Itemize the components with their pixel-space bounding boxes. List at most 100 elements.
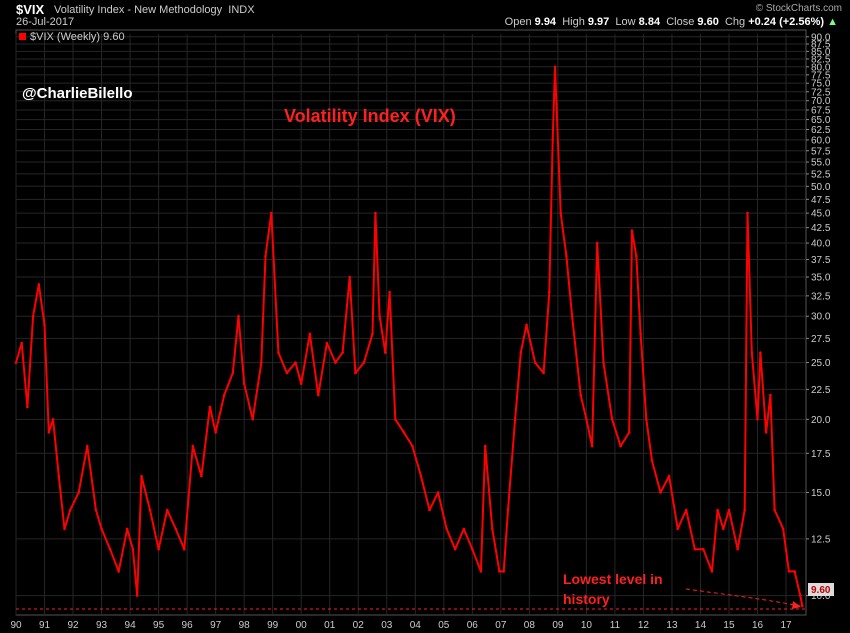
data-point [264,254,267,258]
data-point [63,527,66,531]
y-tick-label: 90.0 [811,32,831,43]
y-tick-label: 45.0 [811,209,831,220]
y-tick-label: 55.0 [811,158,831,169]
y-tick-label: 60.0 [811,135,831,146]
data-point [135,594,139,597]
y-tick-label: 65.0 [811,115,831,126]
data-point [793,570,796,573]
y-tick-label: 85.0 [811,47,831,58]
annotation-arrow [685,588,801,607]
data-point [411,444,414,448]
data-point [551,138,554,142]
y-tick-label: 70.0 [811,96,831,107]
chg-value: +0.24 (+2.56%) [748,16,825,28]
y-tick-label: 72.5 [811,87,831,98]
data-point [299,382,303,386]
copyright-label[interactable]: © StockCharts.com [755,3,842,14]
data-point [317,393,320,397]
x-axis: 90 91 92 93 94 95 96 97 98 99 00 01 02 03 04 05 06 07 08 09… [10,620,792,631]
x-tick-label: 16 [752,620,764,631]
legend-swatch [19,33,26,40]
data-point [716,508,719,512]
data-point [131,547,135,551]
y-tick-label: 35.0 [811,273,831,284]
data-point [308,332,312,336]
data-point [787,570,791,573]
data-point [348,275,352,279]
data-point [506,508,510,512]
data-point [585,418,588,421]
low-label: Low [615,16,636,28]
data-point [513,418,517,421]
data-point [57,474,61,478]
data-point [702,547,705,551]
high-label: High [562,16,585,28]
vix-line [15,65,804,607]
high-value: 9.97 [587,16,610,28]
x-tick-label: 05 [438,620,450,631]
x-tick-label: 03 [381,620,393,631]
y-tick-label: 22.5 [811,385,831,396]
data-point [645,418,648,421]
y-tick-label: 50.0 [811,182,831,193]
data-point [157,547,160,551]
x-tick-label: 13 [666,620,678,631]
data-point [68,508,72,512]
y-tick-label: 17.5 [811,449,831,460]
y-tick-label: 32.5 [811,291,831,302]
description-label: Volatility Index - New Methodology INDX [54,4,255,16]
data-point [453,547,457,551]
y-tick-label: 27.5 [811,334,831,345]
vix-series [14,65,804,608]
y-tick-label: 82.5 [811,54,831,65]
data-point [374,211,377,215]
chart-title: Volatility Index (VIX) [284,106,456,126]
data-point [231,371,235,375]
data-point [371,332,374,336]
x-tick-label: 97 [210,620,222,631]
data-point [242,382,246,386]
data-point [208,405,212,409]
data-point [108,547,112,551]
data-point [94,508,98,512]
data-point [100,527,103,531]
data-point [378,314,381,318]
data-point [174,527,177,531]
data-point [627,431,631,434]
x-tick-label: 10 [581,620,593,631]
data-point [43,323,46,327]
data-point [26,405,29,409]
data-point [553,65,557,69]
x-tick-label: 14 [695,620,707,631]
y-tick-label: 10.0 [811,591,831,602]
x-tick-label: 06 [467,620,479,631]
x-tick-label: 99 [267,620,279,631]
close-label: Close [666,16,695,28]
data-point [491,527,494,531]
data-point [519,351,523,354]
data-point [565,254,568,258]
data-point [602,361,605,364]
data-point [667,474,671,478]
data-point [548,290,551,294]
data-point [125,527,129,531]
data-point [650,459,654,463]
x-tick-label: 92 [67,620,79,631]
annotation-line-2: history [563,591,610,607]
data-point [394,418,397,421]
data-point [759,351,762,354]
y-tick-label: 62.5 [811,125,831,136]
data-point [237,314,240,318]
data-point [260,361,263,364]
data-point [384,351,387,354]
x-tick-label: 90 [10,620,22,631]
y-tick-label: 12.5 [811,534,831,545]
open-label: Open [504,16,532,28]
data-point [750,351,754,354]
y-tick-label: 80.0 [811,62,831,73]
data-point [639,332,642,336]
data-point [270,211,273,215]
data-point [619,444,622,448]
y-tick-label: 42.5 [811,223,831,234]
